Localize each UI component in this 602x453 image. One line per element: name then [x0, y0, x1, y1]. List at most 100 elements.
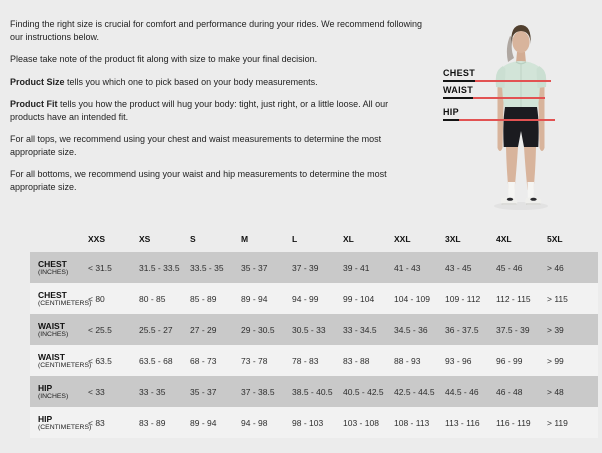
paragraph-text: tells you which one to pick based on you… [64, 76, 318, 87]
measure-name: HIP [38, 382, 53, 393]
size-value-cell: 37 - 38.5 [241, 386, 275, 397]
paragraph-lead: Product Size [10, 76, 65, 87]
size-value-cell: > 48 [547, 386, 564, 397]
paragraph-text: tells you how the product will hug your … [10, 99, 389, 122]
measure-name: WAIST [38, 351, 65, 362]
size-value-cell: 45 - 46 [496, 262, 523, 273]
size-value-cell: 89 - 94 [241, 293, 268, 304]
size-value-cell: 37 - 39 [292, 262, 319, 273]
size-value-cell: 104 - 109 [394, 293, 430, 304]
size-value-cell: 29 - 30.5 [241, 324, 275, 335]
size-value-cell: 37.5 - 39 [496, 324, 530, 335]
table-row: WAIST (INCHES) < 25.5 25.5 - 27 27 - 29 29 - … [30, 314, 598, 345]
intro-paragraph: For all tops, we recommend using your ch… [10, 133, 424, 158]
size-value-cell: 33 - 35 [139, 386, 166, 397]
size-value-cell: 94 - 99 [292, 293, 319, 304]
size-header-xl: XL [343, 233, 354, 244]
size-value-cell: 85 - 89 [190, 293, 217, 304]
paragraph-text: For all tops, we recommend using your ch… [10, 134, 382, 157]
size-header-m: M [241, 233, 249, 244]
size-value-cell: 112 - 115 [496, 293, 531, 304]
size-value-cell: 42.5 - 44.5 [394, 386, 435, 397]
size-value-cell: 35 - 37 [241, 262, 268, 273]
size-chart-table: XXS XS S M L XL XXL 3XL 4XL 5XL CHEST (INCHES) < 31… [30, 225, 598, 438]
size-value-cell: 103 - 108 [343, 417, 379, 428]
row-label: WAIST (INCHES) [30, 321, 88, 339]
row-label: WAIST (CENTIMETERS) [30, 351, 92, 370]
size-header-3xl: 3XL [445, 233, 461, 244]
size-value-cell: 96 - 99 [496, 355, 523, 366]
size-value-cell: 33.5 - 35 [190, 262, 224, 273]
waist-label: WAIST [443, 86, 473, 99]
paragraph-text: Please take note of the product fit alon… [10, 54, 318, 64]
size-value-cell: < 33 [88, 386, 105, 397]
size-value-cell: < 31.5 [88, 262, 112, 273]
size-value-cell: 41 - 43 [394, 262, 421, 273]
measure-unit: (CENTIMETERS) [38, 423, 92, 431]
paragraph-lead: Product Fit [10, 99, 58, 109]
table-header-row: XXS XS S M L XL XXL 3XL 4XL 5XL [30, 225, 598, 252]
size-header-4xl: 4XL [496, 233, 512, 244]
row-label: HIP (INCHES) [30, 383, 88, 401]
size-value-cell: > 46 [547, 262, 564, 273]
size-value-cell: 89 - 94 [190, 417, 217, 428]
size-value-cell: < 25.5 [88, 324, 112, 335]
hip-label: HIP [443, 108, 459, 121]
size-value-cell: < 80 [88, 293, 105, 304]
size-value-cell: < 83 [88, 417, 105, 428]
hip-measurement-line [443, 119, 555, 121]
intro-paragraph: Product Size tells you which one to pick… [10, 76, 424, 89]
size-value-cell: 44.5 - 46 [445, 386, 479, 397]
table-row: HIP (CENTIMETERS) < 83 83 - 89 89 - 94 94 - 9… [30, 407, 598, 438]
size-value-cell: 30.5 - 33 [292, 324, 326, 335]
size-value-cell: 99 - 104 [343, 293, 375, 304]
fit-model-photo [440, 0, 602, 220]
size-value-cell: 116 - 119 [496, 417, 531, 428]
intro-paragraph: Finding the right size is crucial for co… [10, 18, 424, 43]
size-value-cell: 83 - 89 [139, 417, 166, 428]
size-value-cell: 46 - 48 [496, 386, 523, 397]
measure-unit: (INCHES) [38, 392, 69, 400]
paragraph-text: Finding the right size is crucial for co… [10, 19, 423, 42]
row-label: HIP (CENTIMETERS) [30, 414, 92, 432]
table-row: HIP (INCHES) < 33 33 - 35 35 - 37 37 - 38.5 38… [30, 376, 598, 407]
table-row: WAIST (CENTIMETERS) < 63.5 63.5 - 68 68 - 73… [30, 345, 598, 376]
size-value-cell: 33 - 34.5 [343, 324, 377, 335]
measure-unit: (CENTIMETERS) [38, 361, 92, 369]
size-value-cell: 73 - 78 [241, 355, 268, 366]
size-value-cell: 108 - 113 [394, 417, 430, 428]
size-value-cell: > 39 [547, 324, 564, 335]
table-body: CHEST (INCHES) < 31.5 31.5 - 33.5 33.5 - 35 3… [30, 252, 598, 438]
size-value-cell: 93 - 96 [445, 355, 472, 366]
size-value-cell: 34.5 - 36 [394, 324, 428, 335]
row-label: CHEST (INCHES) [30, 259, 88, 277]
size-value-cell: < 63.5 [88, 355, 112, 366]
size-value-cell: 94 - 98 [241, 417, 268, 428]
size-value-cell: 38.5 - 40.5 [292, 386, 333, 397]
size-value-cell: 88 - 93 [394, 355, 421, 366]
size-value-cell: 68 - 73 [190, 355, 217, 366]
chest-label: CHEST [443, 69, 476, 82]
size-header-5xl: 5XL [547, 233, 563, 244]
size-value-cell: 83 - 88 [343, 355, 370, 366]
size-value-cell: 43 - 45 [445, 262, 472, 273]
table-row: CHEST (CENTIMETERS) < 80 80 - 85 85 - 89 89 -… [30, 283, 598, 314]
size-value-cell: 39 - 41 [343, 262, 370, 273]
size-value-cell: 35 - 37 [190, 386, 217, 397]
size-value-cell: 113 - 116 [445, 417, 480, 428]
size-value-cell: 31.5 - 33.5 [139, 262, 180, 273]
size-value-cell: 63.5 - 68 [139, 355, 173, 366]
size-value-cell: 40.5 - 42.5 [343, 386, 384, 397]
measure-name: WAIST [38, 320, 65, 331]
waist-measurement-line [443, 97, 545, 99]
table-row: CHEST (INCHES) < 31.5 31.5 - 33.5 33.5 - 35 3… [30, 252, 598, 283]
measure-unit: (CENTIMETERS) [38, 299, 92, 307]
size-value-cell: 78 - 83 [292, 355, 319, 366]
measure-name: CHEST [38, 258, 67, 269]
row-label: CHEST (CENTIMETERS) [30, 290, 92, 308]
measure-unit: (INCHES) [38, 330, 69, 338]
size-value-cell: 109 - 112 [445, 293, 481, 304]
intro-paragraph: Product Fit tells you how the product wi… [10, 98, 424, 123]
size-value-cell: 98 - 103 [292, 417, 324, 428]
size-header-xxl: XXL [394, 233, 411, 244]
